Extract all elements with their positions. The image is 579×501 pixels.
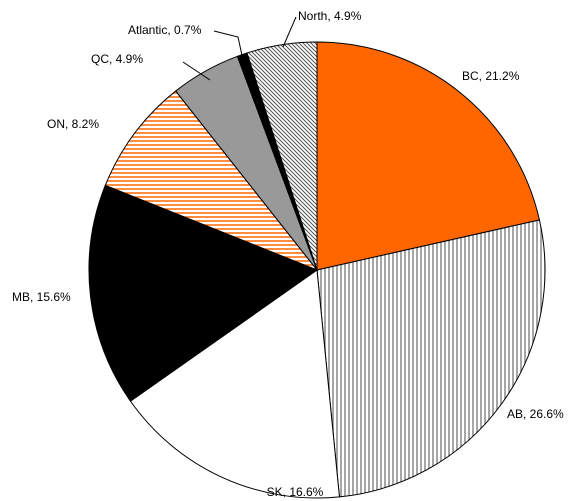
data-label: SK, 16.6% [267, 485, 324, 499]
data-label: Atlantic, 0.7% [128, 23, 202, 37]
pie-slice [104, 90, 319, 272]
leader-line [182, 61, 211, 81]
data-label: BC, 21.2% [462, 69, 520, 83]
data-label: ON, 8.2% [47, 117, 99, 131]
leader-line [213, 30, 244, 61]
pie-slice [129, 269, 341, 499]
data-label: QC, 4.9% [91, 52, 143, 66]
pie-slice [316, 219, 546, 498]
leader-line [282, 16, 297, 48]
pie-slice [316, 41, 541, 271]
data-label: AB, 26.6% [507, 407, 564, 421]
pie-slice [88, 184, 319, 402]
pie-slice [246, 41, 318, 271]
data-label: North, 4.9% [298, 9, 362, 23]
data-label: MB, 15.6% [12, 290, 71, 304]
